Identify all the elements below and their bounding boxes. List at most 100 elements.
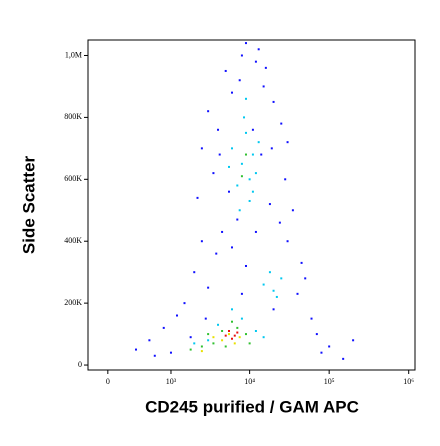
- point: [193, 271, 196, 274]
- point: [254, 172, 257, 175]
- point: [217, 323, 220, 326]
- x-tick-label: 10⁶: [403, 377, 414, 386]
- point: [262, 336, 265, 339]
- point: [272, 308, 275, 311]
- x-tick-label: 0: [106, 377, 110, 386]
- point: [244, 97, 247, 100]
- point: [224, 69, 227, 72]
- point: [227, 190, 230, 193]
- point: [196, 196, 199, 199]
- point: [291, 209, 294, 212]
- point: [240, 175, 243, 178]
- point: [153, 354, 156, 357]
- y-axis-title: Side Scatter: [19, 155, 38, 254]
- point: [251, 128, 254, 131]
- point: [286, 240, 289, 243]
- point: [207, 333, 210, 336]
- point: [270, 147, 273, 150]
- point: [268, 271, 271, 274]
- point: [260, 153, 263, 156]
- point: [238, 79, 241, 82]
- point: [342, 357, 345, 360]
- plot-frame: [87, 39, 416, 371]
- point: [238, 209, 241, 212]
- point: [244, 264, 247, 267]
- point: [278, 221, 281, 224]
- y-tick-label: 600K: [64, 174, 82, 183]
- point: [221, 230, 224, 233]
- point: [230, 337, 233, 340]
- point: [251, 190, 254, 193]
- point: [284, 178, 287, 181]
- point: [254, 230, 257, 233]
- point: [236, 218, 239, 221]
- point: [275, 295, 278, 298]
- point: [262, 283, 265, 286]
- y-tick-label: 400K: [64, 236, 82, 245]
- point: [286, 141, 289, 144]
- point: [320, 351, 323, 354]
- point: [248, 199, 251, 202]
- point: [243, 116, 246, 119]
- point: [200, 345, 203, 348]
- x-tick-label: 10⁴: [244, 377, 255, 386]
- point: [176, 314, 179, 317]
- point: [240, 54, 243, 57]
- point: [304, 277, 307, 280]
- point: [233, 334, 236, 337]
- point: [207, 110, 210, 113]
- point: [262, 85, 265, 88]
- point: [189, 348, 192, 351]
- point: [248, 178, 251, 181]
- y-tick-label: 1,0M: [65, 50, 82, 59]
- point: [212, 336, 215, 339]
- point: [240, 292, 243, 295]
- point: [280, 122, 283, 125]
- y-tick-label: 800K: [64, 112, 82, 121]
- point: [207, 286, 210, 289]
- point: [257, 48, 260, 51]
- y-tick-label: 0: [78, 360, 82, 369]
- point: [236, 331, 239, 334]
- point: [212, 172, 215, 175]
- point: [162, 326, 165, 329]
- point: [227, 333, 230, 336]
- x-tick-label: 10⁵: [324, 377, 335, 386]
- point: [221, 329, 224, 332]
- point: [254, 329, 257, 332]
- point: [244, 131, 247, 134]
- point: [212, 342, 215, 345]
- point: [224, 345, 227, 348]
- point: [244, 42, 247, 45]
- point: [280, 277, 283, 280]
- point: [169, 351, 172, 354]
- point: [230, 147, 233, 150]
- point: [254, 60, 257, 63]
- point: [204, 317, 207, 320]
- point: [224, 334, 227, 337]
- point: [244, 333, 247, 336]
- point: [215, 252, 218, 255]
- point: [240, 162, 243, 165]
- point: [272, 289, 275, 292]
- point: [217, 128, 220, 131]
- point: [135, 348, 138, 351]
- point: [268, 203, 271, 206]
- point: [230, 308, 233, 311]
- point: [272, 100, 275, 103]
- point: [227, 329, 230, 332]
- point: [310, 317, 313, 320]
- point: [236, 184, 239, 187]
- x-tick-label: 10³: [166, 377, 177, 386]
- point: [227, 165, 230, 168]
- point: [200, 350, 203, 353]
- point: [230, 91, 233, 94]
- x-axis-title: CD245 purified / GAM APC: [145, 397, 359, 416]
- point: [240, 317, 243, 320]
- point: [189, 336, 192, 339]
- point: [236, 326, 239, 329]
- point: [230, 320, 233, 323]
- point: [207, 339, 210, 342]
